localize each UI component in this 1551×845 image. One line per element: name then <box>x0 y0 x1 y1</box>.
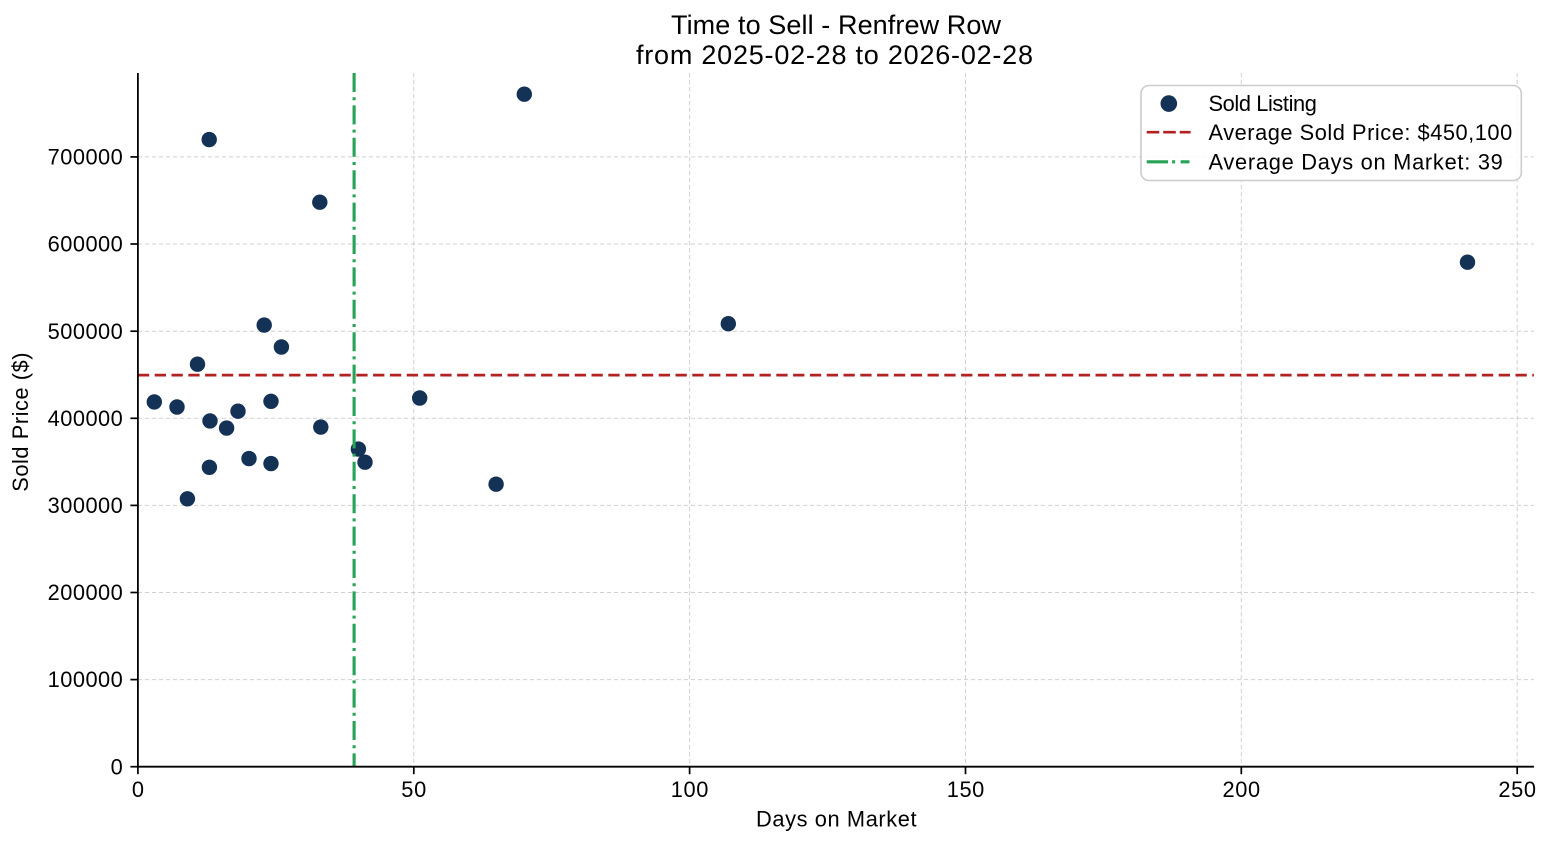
svg-text:150: 150 <box>947 777 985 802</box>
svg-text:600000: 600000 <box>48 232 123 257</box>
svg-text:700000: 700000 <box>48 145 123 170</box>
svg-text:Average Days on Market: 39: Average Days on Market: 39 <box>1209 149 1503 174</box>
svg-text:300000: 300000 <box>48 493 123 518</box>
svg-text:Sold Listing: Sold Listing <box>1209 91 1317 116</box>
svg-text:200000: 200000 <box>48 580 123 605</box>
svg-text:100: 100 <box>671 777 709 802</box>
svg-text:200: 200 <box>1223 777 1261 802</box>
svg-text:0: 0 <box>111 754 123 779</box>
svg-text:500000: 500000 <box>48 319 123 344</box>
svg-text:Average Sold Price: $450,100: Average Sold Price: $450,100 <box>1209 120 1513 145</box>
svg-text:from 2025-02-28 to 2026-02-28: from 2025-02-28 to 2026-02-28 <box>636 40 1033 70</box>
svg-text:250: 250 <box>1498 777 1536 802</box>
svg-text:100000: 100000 <box>48 667 123 692</box>
svg-text:400000: 400000 <box>48 406 123 431</box>
svg-text:Sold Price ($): Sold Price ($) <box>8 352 33 491</box>
svg-text:Time to Sell - Renfrew Row: Time to Sell - Renfrew Row <box>671 10 1002 40</box>
svg-text:Days on Market: Days on Market <box>756 807 917 832</box>
svg-text:50: 50 <box>401 777 426 802</box>
svg-text:0: 0 <box>132 777 144 802</box>
